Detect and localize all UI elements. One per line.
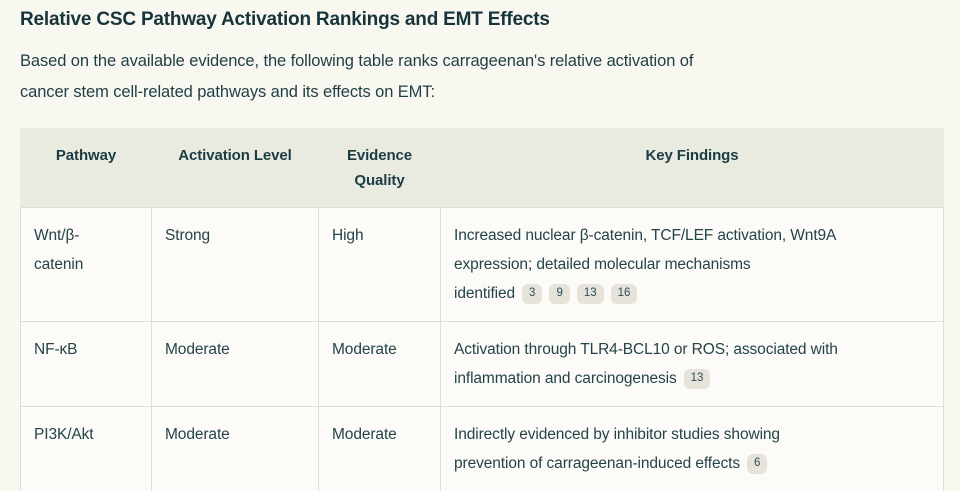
- evidence-quality-cell: High: [318, 207, 441, 322]
- citation-badge[interactable]: 13: [576, 284, 604, 304]
- column-header-evidence-quality: Evidence Quality: [318, 128, 441, 208]
- citation-badge[interactable]: 16: [610, 284, 638, 304]
- pathway-cell: NF-κB: [20, 321, 152, 407]
- intro-paragraph: Based on the available evidence, the fol…: [20, 52, 694, 101]
- column-header-activation-level: Activation Level: [151, 128, 319, 208]
- key-findings-text: Activation through TLR4-BCL10 or ROS; as…: [454, 341, 838, 387]
- citation-badge[interactable]: 3: [522, 284, 543, 304]
- key-findings-cell: Indirectly evidenced by inhibitor studie…: [440, 406, 944, 491]
- table-body: Wnt/β-catenin Strong High Increased nuclear…: [20, 207, 944, 491]
- evidence-quality-cell: Moderate: [318, 406, 441, 491]
- activation-level-cell: Strong: [151, 207, 319, 322]
- column-header-pathway: Pathway: [20, 128, 152, 208]
- pathway-cell: Wnt/β-catenin: [20, 207, 152, 322]
- citation-badge[interactable]: 13: [683, 369, 711, 389]
- activation-level-cell: Moderate: [151, 321, 319, 407]
- activation-level-cell: Moderate: [151, 406, 319, 491]
- key-findings-text: Indirectly evidenced by inhibitor studie…: [454, 426, 780, 472]
- evidence-quality-cell: Moderate: [318, 321, 441, 407]
- key-findings-cell: Increased nuclear β-catenin, TCF/LEF act…: [440, 207, 944, 322]
- table-row: PI3K/Akt Moderate Moderate Indirectly evide…: [20, 406, 944, 491]
- pathway-cell: PI3K/Akt: [20, 406, 152, 491]
- citation-badge[interactable]: 9: [549, 284, 570, 304]
- table-header-row: Pathway Activation Level Evidence Qualit…: [20, 128, 944, 208]
- pathway-rankings-table: Pathway Activation Level Evidence Qualit…: [20, 128, 944, 491]
- table-row: Wnt/β-catenin Strong High Increased nuclear…: [20, 207, 944, 322]
- column-header-key-findings: Key Findings: [440, 128, 944, 208]
- key-findings-cell: Activation through TLR4-BCL10 or ROS; as…: [440, 321, 944, 407]
- citation-badge[interactable]: 6: [747, 454, 768, 474]
- key-findings-text: Increased nuclear β-catenin, TCF/LEF act…: [454, 227, 837, 302]
- page-title: Relative CSC Pathway Activation Rankings…: [20, 9, 550, 30]
- table-row: NF-κB Moderate Moderate Activation through …: [20, 321, 944, 407]
